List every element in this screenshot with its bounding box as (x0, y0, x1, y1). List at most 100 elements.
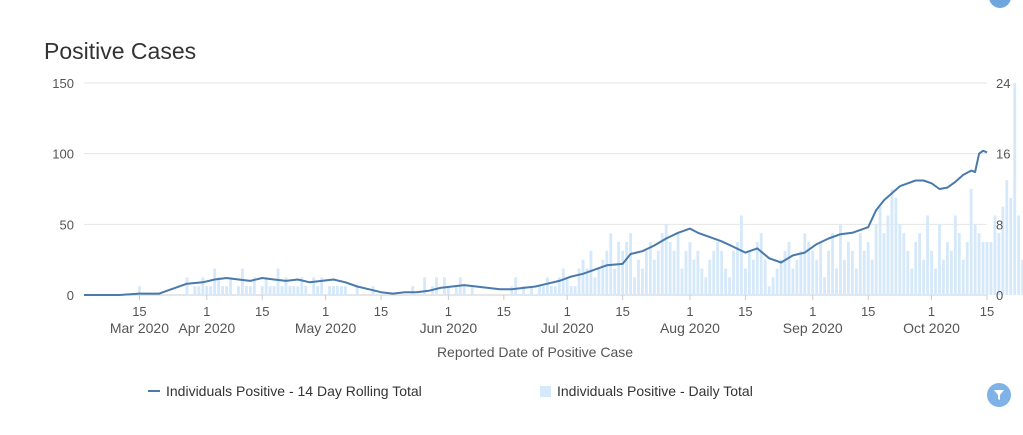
daily-bar (910, 268, 914, 295)
chart-title: Positive Cases (44, 38, 197, 64)
daily-bar (343, 286, 347, 295)
daily-bar (743, 268, 747, 295)
filter-button[interactable] (987, 383, 1011, 407)
daily-bar (839, 224, 842, 295)
y-left-tick-label: 150 (52, 76, 74, 91)
daily-bar (763, 259, 767, 295)
daily-bar (672, 250, 676, 295)
daily-bar (1017, 215, 1021, 295)
daily-bar (926, 215, 930, 295)
daily-bar (340, 286, 343, 295)
daily-bar (541, 286, 545, 295)
daily-bar (260, 286, 264, 295)
daily-bar (240, 268, 244, 295)
daily-bar (652, 259, 656, 295)
daily-bar (791, 268, 795, 295)
daily-bar (815, 259, 819, 295)
daily-bar (973, 224, 977, 295)
daily-bar (221, 286, 225, 295)
rolling-total-line (84, 149, 988, 296)
daily-bar (961, 259, 965, 295)
daily-bar (605, 250, 609, 295)
daily-bar (902, 233, 906, 295)
daily-bar (629, 233, 632, 295)
daily-bar (878, 206, 882, 295)
daily-bar (799, 250, 803, 295)
daily-bar (510, 286, 514, 295)
daily-bar (553, 286, 557, 295)
daily-bar (561, 268, 565, 295)
daily-bar (328, 286, 331, 295)
daily-bar (850, 250, 854, 295)
daily-bar (993, 215, 997, 295)
menu-button[interactable] (989, 0, 1011, 8)
daily-bar (692, 259, 696, 295)
daily-bar (827, 250, 831, 295)
daily-bar (557, 277, 561, 295)
x-tick-month-label: Sep 2020 (783, 320, 843, 336)
daily-bar (942, 259, 945, 295)
daily-bar (138, 286, 141, 295)
y-right-tick-label: 16 (996, 147, 1010, 162)
legend-item-daily[interactable]: Individuals Positive - Daily Total (540, 383, 753, 399)
daily-bar (304, 286, 308, 295)
daily-bar (918, 233, 922, 295)
daily-bar (213, 268, 217, 295)
daily-bar (545, 277, 549, 295)
daily-bar (854, 268, 858, 295)
x-tick-day-label: 15 (861, 304, 875, 319)
daily-bar (621, 250, 625, 295)
x-tick-day-label: 1 (203, 304, 210, 319)
daily-bar (1001, 206, 1005, 295)
daily-bar (934, 268, 937, 295)
daily-bar (577, 268, 581, 295)
daily-bar (997, 233, 1001, 295)
daily-bar (985, 242, 989, 295)
daily-bar (870, 259, 874, 295)
x-axis-title: Reported Date of Positive Case (437, 344, 633, 360)
daily-bar (446, 286, 450, 295)
daily-bar (201, 277, 205, 295)
daily-bar (569, 286, 573, 295)
y-right-tick-label: 0 (996, 288, 1003, 303)
daily-bar (633, 277, 636, 295)
daily-bar (787, 242, 791, 295)
daily-bar (288, 286, 292, 295)
daily-bar (811, 250, 815, 295)
daily-bar (1009, 197, 1013, 295)
daily-bar (205, 286, 209, 295)
daily-bar (858, 233, 862, 295)
legend-item-rolling[interactable]: Individuals Positive - 14 Day Rolling To… (148, 383, 422, 399)
daily-bar (522, 286, 526, 295)
daily-bar (835, 268, 838, 295)
filter-icon (994, 390, 1004, 400)
daily-bar (755, 242, 759, 295)
daily-bar (581, 259, 585, 295)
daily-bar (795, 259, 799, 295)
daily-bar (898, 224, 902, 295)
x-tick-day-label: 15 (980, 304, 994, 319)
daily-bar (660, 233, 664, 295)
daily-bar (886, 215, 890, 295)
legend-label-daily: Individuals Positive - Daily Total (557, 383, 753, 399)
daily-bar (225, 286, 229, 295)
daily-bar (668, 242, 672, 295)
daily-bar (601, 259, 605, 295)
daily-bar (728, 277, 731, 295)
x-tick-month-label: Aug 2020 (660, 320, 720, 336)
legend-label-rolling: Individuals Positive - 14 Day Rolling To… (166, 383, 422, 399)
x-tick-month-label: Jun 2020 (420, 320, 478, 336)
daily-bar (767, 286, 771, 295)
x-tick-day-label: 1 (686, 304, 693, 319)
daily-bar (977, 233, 981, 295)
daily-bar (336, 286, 339, 295)
daily-bar (700, 268, 704, 295)
daily-bar (296, 286, 300, 295)
daily-bar (268, 286, 272, 295)
daily-bar (684, 250, 688, 295)
legend-box-swatch (540, 385, 551, 397)
x-tick-day-label: 15 (255, 304, 269, 319)
daily-bar (637, 259, 640, 295)
